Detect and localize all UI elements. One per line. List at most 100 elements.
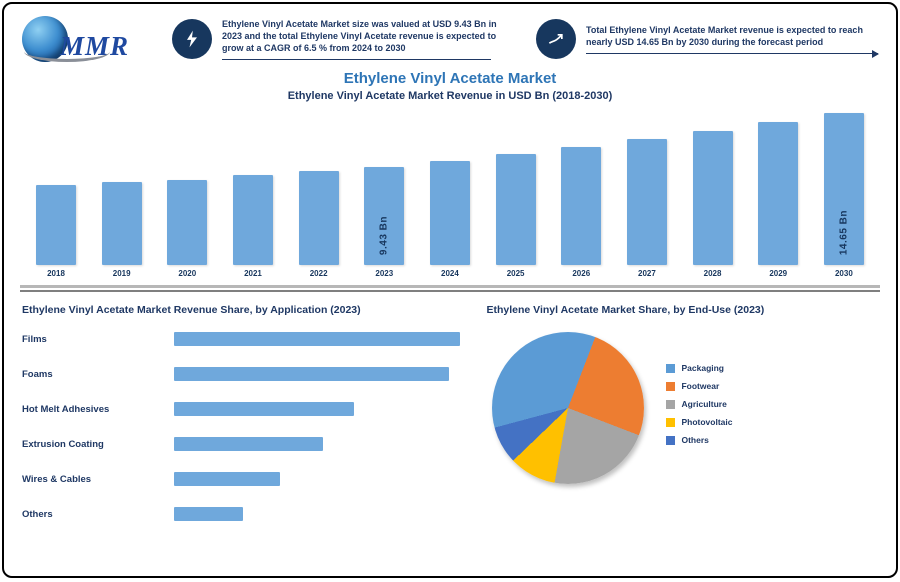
bar-2020 xyxy=(167,180,208,265)
x-axis-label: 2018 xyxy=(47,269,65,278)
legend-label: Agriculture xyxy=(681,399,727,409)
legend-label: Packaging xyxy=(681,363,725,373)
end-use-section: Ethylene Vinyl Acetate Market Share, by … xyxy=(486,304,878,542)
application-section: Ethylene Vinyl Acetate Market Revenue Sh… xyxy=(22,304,461,542)
segment-label: Extrusion Coating xyxy=(22,438,104,450)
segment-bar xyxy=(174,507,243,521)
forecast-text: Total Ethylene Vinyl Acetate Market reve… xyxy=(586,24,863,47)
end-use-pie-chart xyxy=(492,332,645,484)
bar-column-2018: 2018 xyxy=(26,185,86,278)
bar-2024 xyxy=(429,161,470,265)
segment-bar-track xyxy=(174,507,460,521)
segment-label: Wires & Cables xyxy=(22,473,92,485)
segment-bar xyxy=(174,367,450,381)
legend-swatch xyxy=(666,399,676,409)
market-size-text: Ethylene Vinyl Acetate Market size was v… xyxy=(222,18,497,54)
logo-text: MMR xyxy=(60,30,130,61)
segment-bar-track xyxy=(174,367,460,381)
x-axis-label: 2019 xyxy=(112,269,131,278)
segment-bar xyxy=(174,472,280,486)
bar-column-2021: 2021 xyxy=(223,175,283,278)
x-axis-label: 2028 xyxy=(703,269,722,278)
segment-label: Others xyxy=(22,508,53,520)
pie-legend: Packaging Footwear Agriculture Photovoltaic… xyxy=(666,363,733,453)
legend-label: Photovoltaic xyxy=(681,417,733,427)
legend-item: Agriculture xyxy=(666,399,732,409)
bar-column-2022: 2022 xyxy=(289,171,349,278)
legend-swatch xyxy=(666,381,676,391)
bar-column-2027: 2027 xyxy=(617,139,677,278)
bar-column-2029: 2029 xyxy=(748,122,808,278)
x-axis-label: 2021 xyxy=(244,269,262,278)
x-axis-label: 2025 xyxy=(506,269,525,278)
segment-bar-track xyxy=(174,402,460,416)
legend-item: Others xyxy=(666,435,732,445)
segment-label: Foams xyxy=(22,368,53,380)
segment-row: Foams xyxy=(22,367,460,381)
x-axis-label: 2029 xyxy=(769,269,788,278)
x-axis-label: 2027 xyxy=(638,269,656,278)
bar-column-2025: 2025 xyxy=(486,154,546,278)
left-section-heading: Ethylene Vinyl Acetate Market Revenue Sh… xyxy=(22,304,361,316)
legend-swatch xyxy=(666,363,676,373)
revenue-bar-chart: 2018 2019 2020 2021 2022 9.43 Bn 2023 2024 2025 2… xyxy=(20,112,880,278)
segment-bar-track xyxy=(174,437,460,451)
bar-2023: 9.43 Bn xyxy=(364,167,405,265)
segment-row: Others xyxy=(22,507,460,521)
bar-column-2023: 9.43 Bn 2023 xyxy=(354,167,414,278)
market-size-highlight: Ethylene Vinyl Acetate Market size was v… xyxy=(172,18,514,61)
segment-label: Hot Melt Adhesives xyxy=(22,403,110,415)
segment-label: Films xyxy=(22,333,47,345)
header: MMR Ethylene Vinyl Acetate Market size w… xyxy=(20,12,880,64)
bar-2029 xyxy=(758,122,799,265)
x-axis-label: 2026 xyxy=(572,269,591,278)
bar-column-2019: 2019 xyxy=(92,182,152,278)
section-divider xyxy=(20,288,880,292)
bar-column-2026: 2026 xyxy=(551,147,611,278)
mmr-logo: MMR xyxy=(22,16,150,62)
segment-row: Extrusion Coating xyxy=(22,437,460,451)
bar-column-2020: 2020 xyxy=(157,180,217,278)
application-bar-chart: Films Foams Hot Melt Adhesives Extrusion Co… xyxy=(22,332,461,521)
bar-2028 xyxy=(692,131,733,265)
segment-row: Wires & Cables xyxy=(22,472,460,486)
forecast-highlight: Total Ethylene Vinyl Acetate Market reve… xyxy=(536,19,879,59)
bar-value-label: 9.43 Bn xyxy=(378,215,390,255)
legend-item: Footwear xyxy=(666,381,732,391)
right-section-heading: Ethylene Vinyl Acetate Market Share, by … xyxy=(486,304,765,316)
bar-2026 xyxy=(561,147,602,265)
segment-bar-track xyxy=(174,472,460,486)
x-axis-label: 2023 xyxy=(375,269,394,278)
segment-bar xyxy=(174,332,461,346)
growth-icon xyxy=(536,19,576,59)
bar-chart-title: Ethylene Vinyl Acetate Market Revenue in… xyxy=(287,90,613,102)
segment-bar xyxy=(174,402,355,416)
legend-swatch xyxy=(666,417,676,427)
segment-bar-track xyxy=(174,332,461,346)
x-axis-label: 2030 xyxy=(834,269,853,278)
pie-chart-block: Packaging Footwear Agriculture Photovoltaic… xyxy=(486,332,878,484)
segment-row: Hot Melt Adhesives xyxy=(22,402,460,416)
legend-label: Others xyxy=(681,435,709,445)
x-axis-label: 2022 xyxy=(309,269,328,278)
bar-2030: 14.65 Bn xyxy=(823,113,864,265)
divider-line xyxy=(222,59,491,61)
page-title: Ethylene Vinyl Acetate Market xyxy=(343,70,557,87)
bar-2021 xyxy=(232,175,273,265)
bar-2019 xyxy=(101,182,142,265)
bar-column-2024: 2024 xyxy=(420,161,480,278)
legend-label: Footwear xyxy=(681,381,720,391)
bar-column-2030: 14.65 Bn 2030 xyxy=(814,113,874,278)
lightning-icon xyxy=(172,18,212,59)
bar-value-label: 14.65 Bn xyxy=(838,209,850,255)
bottom-sections: Ethylene Vinyl Acetate Market Revenue Sh… xyxy=(20,304,880,542)
x-axis-label: 2020 xyxy=(178,269,197,278)
bar-column-2028: 2028 xyxy=(683,131,743,278)
legend-swatch xyxy=(666,435,676,445)
legend-item: Packaging xyxy=(666,363,732,373)
highlight-text-block: Ethylene Vinyl Acetate Market size was v… xyxy=(222,18,514,61)
highlight-text-block: Total Ethylene Vinyl Acetate Market reve… xyxy=(586,24,879,58)
bar-2025 xyxy=(495,154,536,265)
segment-row: Films xyxy=(22,332,461,346)
